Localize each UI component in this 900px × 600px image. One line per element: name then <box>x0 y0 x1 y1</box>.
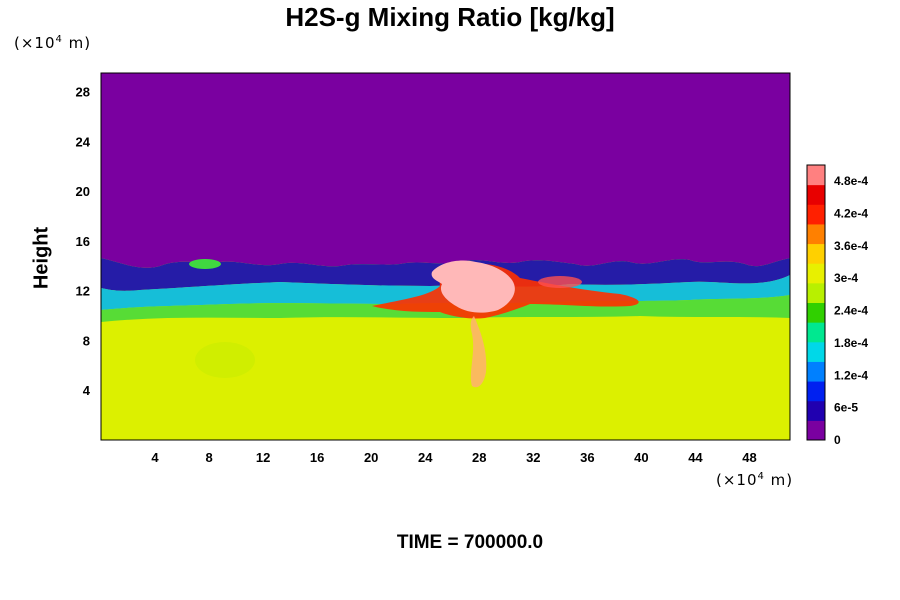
x-tick-label: 12 <box>256 450 270 465</box>
y-tick-label: 24 <box>76 134 91 149</box>
blob-right <box>538 276 582 288</box>
colorbar-swatch <box>807 381 825 402</box>
y-unit-label: (×104 m) <box>14 34 92 52</box>
x-tick-label: 8 <box>205 450 212 465</box>
x-tick-label: 32 <box>526 450 540 465</box>
y-tick-label: 16 <box>76 234 90 249</box>
x-tick-label: 4 <box>151 450 159 465</box>
x-tick-label: 20 <box>364 450 378 465</box>
colorbar-swatch <box>807 420 825 441</box>
y-tick-label: 4 <box>83 383 91 398</box>
colorbar-tick-label: 2.4e-4 <box>834 304 868 318</box>
x-unit-label: (×104 m) <box>716 471 794 489</box>
y-tick-label: 28 <box>76 85 90 100</box>
colorbar-swatch <box>807 204 825 225</box>
plume-tail <box>470 316 487 388</box>
y-ticks: 4 8 12 16 20 24 28 <box>76 85 91 399</box>
colorbar-tick-label: 0 <box>834 433 841 447</box>
colorbar-swatch <box>807 400 825 421</box>
x-ticks: 4 8 12 16 20 24 28 32 36 40 44 48 <box>151 450 756 465</box>
x-tick-label: 40 <box>634 450 648 465</box>
colorbar-tick-label: 4.8e-4 <box>834 174 868 188</box>
colorbar-tick-label: 6e-5 <box>834 401 858 415</box>
colorbar-swatch <box>807 361 825 382</box>
colorbar-tick-label: 1.8e-4 <box>834 336 868 350</box>
y-tick-label: 20 <box>76 184 90 199</box>
x-tick-label: 44 <box>688 450 703 465</box>
time-label: TIME = 700000.0 <box>396 532 544 553</box>
colorbar-tick-label: 4.2e-4 <box>834 207 868 221</box>
colorbar-swatch <box>807 341 825 362</box>
blob-lower <box>195 342 255 378</box>
colorbar-tick-label: 3e-4 <box>834 271 858 285</box>
blob-left <box>189 259 221 269</box>
plot-field <box>101 73 790 440</box>
colorbar-tick-label: 3.6e-4 <box>834 239 868 253</box>
colorbar-ticks: 0 6e-5 1.2e-4 1.8e-4 2.4e-4 3e-4 3.6e-4 4.2e-4 4… <box>834 174 868 447</box>
colorbar-swatch <box>807 165 825 186</box>
x-tick-label: 16 <box>310 450 324 465</box>
plot-frame <box>100 72 791 441</box>
colorbar-swatch <box>807 223 825 245</box>
colorbar-swatch <box>807 322 825 343</box>
plume-core <box>431 260 515 313</box>
colorbar-swatch <box>807 302 825 323</box>
x-tick-label: 28 <box>472 450 486 465</box>
x-tick-label: 48 <box>742 450 756 465</box>
colorbar-swatch <box>807 243 825 264</box>
colorbar-swatch <box>807 282 825 303</box>
y-tick-label: 12 <box>76 284 90 299</box>
colorbar-frame <box>806 164 826 441</box>
colorbar-tick-label: 1.2e-4 <box>834 368 868 382</box>
colorbar-swatch <box>807 184 825 205</box>
upper-layer <box>101 73 790 268</box>
colorbar <box>806 164 826 441</box>
y-tick-label: 8 <box>83 333 90 348</box>
x-tick-label: 36 <box>580 450 594 465</box>
colorbar-swatch <box>807 263 825 284</box>
x-tick-label: 24 <box>418 450 433 465</box>
chart-title: H2S-g Mixing Ratio [kg/kg] <box>285 2 615 32</box>
